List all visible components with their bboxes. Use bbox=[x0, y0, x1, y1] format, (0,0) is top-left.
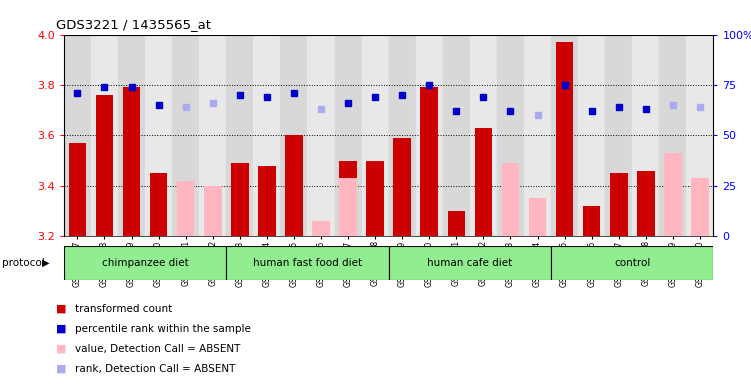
Bar bbox=[394, 138, 411, 236]
Bar bbox=[497, 35, 524, 236]
Bar bbox=[416, 35, 443, 236]
Bar bbox=[231, 163, 249, 236]
Bar bbox=[204, 186, 222, 236]
Text: human fast food diet: human fast food diet bbox=[253, 258, 362, 268]
Bar bbox=[95, 95, 113, 236]
Bar bbox=[551, 35, 578, 236]
Bar bbox=[285, 136, 303, 236]
Text: ▶: ▶ bbox=[42, 258, 50, 268]
Bar bbox=[149, 173, 167, 236]
Bar bbox=[145, 35, 172, 236]
Text: control: control bbox=[614, 258, 650, 268]
Bar bbox=[421, 88, 438, 236]
Text: human cafe diet: human cafe diet bbox=[427, 258, 512, 268]
Bar bbox=[226, 246, 389, 280]
Bar bbox=[470, 35, 497, 236]
Bar bbox=[691, 178, 709, 236]
Text: protocol: protocol bbox=[2, 258, 44, 268]
Bar bbox=[389, 246, 551, 280]
Bar bbox=[578, 35, 605, 236]
Bar bbox=[583, 206, 601, 236]
Text: ■: ■ bbox=[56, 324, 67, 334]
Bar bbox=[339, 178, 357, 236]
Bar bbox=[118, 35, 145, 236]
Bar bbox=[339, 161, 357, 236]
Bar bbox=[312, 221, 330, 236]
Bar bbox=[122, 88, 140, 236]
Bar bbox=[637, 170, 655, 236]
Bar bbox=[659, 35, 686, 236]
Text: ■: ■ bbox=[56, 304, 67, 314]
Bar bbox=[632, 35, 659, 236]
Bar bbox=[529, 199, 546, 236]
Bar bbox=[524, 35, 551, 236]
Text: chimpanzee diet: chimpanzee diet bbox=[101, 258, 189, 268]
Bar bbox=[443, 35, 470, 236]
Bar bbox=[610, 173, 628, 236]
Bar bbox=[199, 35, 226, 236]
Bar bbox=[253, 35, 280, 236]
Text: ■: ■ bbox=[56, 364, 67, 374]
Bar bbox=[334, 35, 361, 236]
Text: rank, Detection Call = ABSENT: rank, Detection Call = ABSENT bbox=[75, 364, 236, 374]
Bar bbox=[91, 35, 118, 236]
Bar bbox=[366, 161, 384, 236]
Bar bbox=[556, 42, 573, 236]
Bar bbox=[280, 35, 307, 236]
Text: GDS3221 / 1435565_at: GDS3221 / 1435565_at bbox=[56, 18, 211, 31]
Bar bbox=[176, 181, 195, 236]
Bar bbox=[64, 35, 91, 236]
Text: value, Detection Call = ABSENT: value, Detection Call = ABSENT bbox=[75, 344, 240, 354]
Bar bbox=[307, 35, 334, 236]
Bar bbox=[172, 35, 199, 236]
Bar bbox=[475, 128, 492, 236]
Bar bbox=[664, 153, 682, 236]
Bar bbox=[68, 143, 86, 236]
Text: ■: ■ bbox=[56, 344, 67, 354]
Bar bbox=[361, 35, 389, 236]
Bar bbox=[686, 35, 713, 236]
Bar bbox=[448, 211, 465, 236]
Bar bbox=[502, 163, 519, 236]
Bar bbox=[226, 35, 253, 236]
Bar bbox=[64, 246, 226, 280]
Bar bbox=[551, 246, 713, 280]
Text: transformed count: transformed count bbox=[75, 304, 172, 314]
Text: percentile rank within the sample: percentile rank within the sample bbox=[75, 324, 251, 334]
Bar bbox=[258, 166, 276, 236]
Bar bbox=[389, 35, 416, 236]
Bar bbox=[605, 35, 632, 236]
